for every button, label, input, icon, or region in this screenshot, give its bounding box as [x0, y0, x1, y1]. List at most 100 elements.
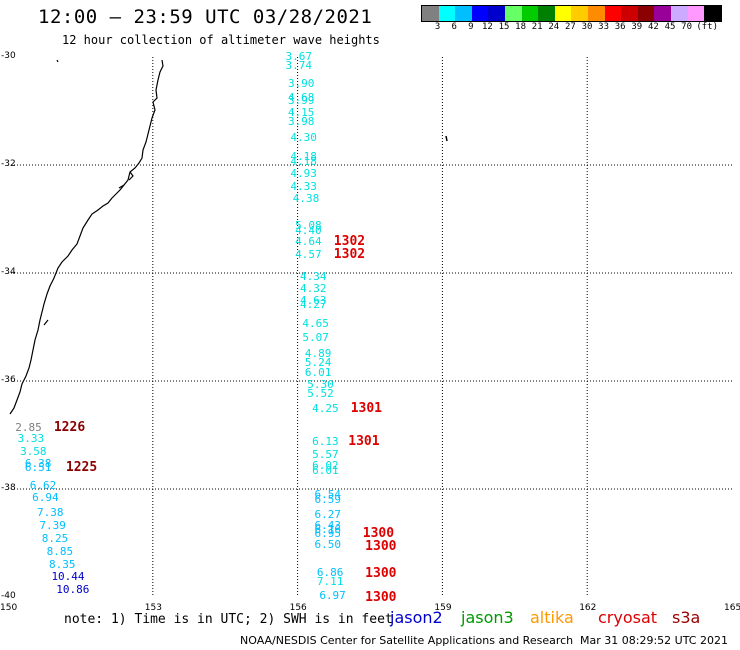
pass-time-label: 1225 — [65, 460, 98, 476]
wave-height-value: 4.64 — [295, 234, 322, 248]
legend-swatch — [604, 6, 622, 21]
wave-height-value: 5.08 — [295, 219, 322, 233]
lord-howe-island — [445, 135, 448, 142]
longitude-label: 153 — [144, 603, 162, 613]
legend-tick-label: 27 — [564, 22, 576, 32]
wave-height-value: 4.18 — [290, 150, 317, 164]
wave-height-value: 3.33 — [17, 432, 45, 446]
wave-height-value: 10.44 — [51, 570, 85, 584]
wave-height-value: 5.24 — [304, 355, 332, 369]
wave-height-value: 10.86 — [56, 583, 90, 597]
longitude-label: 162 — [579, 603, 597, 613]
wave-height-value: 3.74 — [285, 58, 313, 72]
wave-height-value: 5.57 — [312, 448, 339, 462]
wave-height-value: 8.85 — [46, 544, 74, 558]
wave-height-value: 4.57 — [295, 247, 322, 261]
legend-swatch — [455, 6, 472, 21]
legend-tick-label: 39 — [631, 22, 643, 32]
wave-height-value: 3.90 — [287, 76, 315, 90]
legend-tick-label: 70 — [681, 22, 693, 32]
legend-tick-label: 3 — [434, 22, 441, 32]
wave-height-value: 4.68 — [287, 90, 315, 104]
coastline — [9, 59, 164, 415]
wave-height-value: 4.40 — [295, 223, 322, 237]
latitude-label: -30 — [1, 51, 16, 61]
wave-height-value: 6.97 — [319, 588, 346, 602]
wave-height-value: 5.52 — [307, 386, 334, 400]
legend-swatch — [687, 6, 705, 21]
pass-time-label: 1301 — [350, 401, 382, 416]
latitude-label: -34 — [1, 267, 16, 277]
wave-height-value: 6.02 — [312, 459, 339, 473]
longitude-label: 150 — [0, 603, 18, 613]
wave-height-value: 7.38 — [36, 505, 64, 519]
legend-tick-label: 45 — [664, 22, 676, 32]
wave-height-value: 5.07 — [302, 330, 329, 344]
legend-swatch — [637, 6, 655, 21]
pass-time-label: 1300 — [365, 539, 397, 555]
wave-height-value: 8.35 — [49, 557, 76, 571]
wave-height-value: 6.27 — [314, 507, 341, 521]
wave-height-value: 4.63 — [300, 294, 327, 307]
page-subtitle: 12 hour collection of altimeter wave hei… — [62, 33, 380, 47]
legend-tick-label: (ft) — [696, 22, 719, 32]
wave-height-value: 2.85 — [15, 421, 42, 435]
wave-height-value: 3.99 — [287, 94, 315, 108]
coastline-inlet — [43, 171, 134, 326]
legend-tick-label: 24 — [548, 22, 560, 32]
legend-tick-label: 21 — [531, 22, 543, 32]
legend-tick-label: 42 — [647, 22, 659, 32]
latitude-label: -38 — [1, 483, 16, 493]
wave-height-value: 4.89 — [304, 346, 332, 360]
wave-height-value: 6.59 — [314, 492, 341, 506]
wave-height-value: 6.01 — [304, 366, 332, 380]
legend-swatch — [521, 6, 539, 21]
longitude-label: 156 — [289, 603, 307, 613]
legend-swatch — [471, 6, 489, 21]
wave-height-value: 6.13 — [312, 435, 339, 449]
wave-height-value: 6.94 — [32, 490, 59, 504]
legend-tick-label: 33 — [598, 22, 610, 32]
latitude-label: -36 — [1, 375, 16, 385]
wave-height-value: 4.27 — [300, 298, 327, 312]
pass-time-label: 1300 — [362, 526, 395, 542]
wave-height-value: 7.11 — [316, 574, 344, 588]
generated-timestamp: Mar 31 08:29:52 UTC 2021 — [580, 634, 728, 647]
legend-swatch — [438, 6, 456, 21]
wave-height-value: 6.01 — [312, 463, 339, 477]
legend-tick-label: 18 — [515, 22, 527, 32]
page-title: 12:00 — 23:59 UTC 03/28/2021 — [38, 6, 373, 28]
legend-swatch — [654, 6, 671, 21]
legend-swatch — [422, 6, 439, 21]
wave-height-value: 4.34 — [300, 270, 327, 284]
wave-height-value: 5.30 — [307, 378, 334, 392]
wave-height-value: 4.33 — [290, 179, 317, 193]
satellite-cryosat: cryosat — [598, 608, 658, 627]
wave-height-value: 4.65 — [302, 316, 329, 330]
legend-swatch — [571, 6, 588, 21]
legend-swatch — [504, 6, 522, 21]
satellite-jason3: jason3 — [461, 608, 514, 627]
wave-height-value: 4.18 — [290, 154, 317, 168]
pass-time-label: 1226 — [53, 420, 86, 436]
wave-height-value: 4.25 — [312, 402, 339, 415]
wave-height-value: 6.54 — [314, 488, 341, 502]
wave-height-value: 4.30 — [290, 130, 317, 144]
pass-time-label: 1302 — [333, 246, 366, 262]
pass-time-label: 1300 — [365, 566, 397, 582]
credit-text: NOAA/NESDIS Center for Satellite Applica… — [240, 634, 574, 647]
legend-tick-label: 6 — [451, 22, 457, 32]
lat-lon-grid — [8, 57, 732, 597]
wave-height-value: 6.51 — [24, 461, 52, 475]
legend-swatch — [554, 6, 572, 21]
legend-swatch — [587, 6, 605, 21]
wave-height-value: 6.43 — [314, 518, 341, 532]
latitude-label: -32 — [1, 159, 16, 169]
wave-height-value: 3.58 — [20, 445, 47, 459]
legend-tick-label: 15 — [498, 22, 510, 32]
pass-time-label: 1300 — [365, 590, 397, 605]
wave-height-value: 4.38 — [292, 192, 320, 206]
wave-height-value: 4.15 — [287, 106, 315, 120]
wave-height-value: 6.62 — [29, 478, 57, 492]
